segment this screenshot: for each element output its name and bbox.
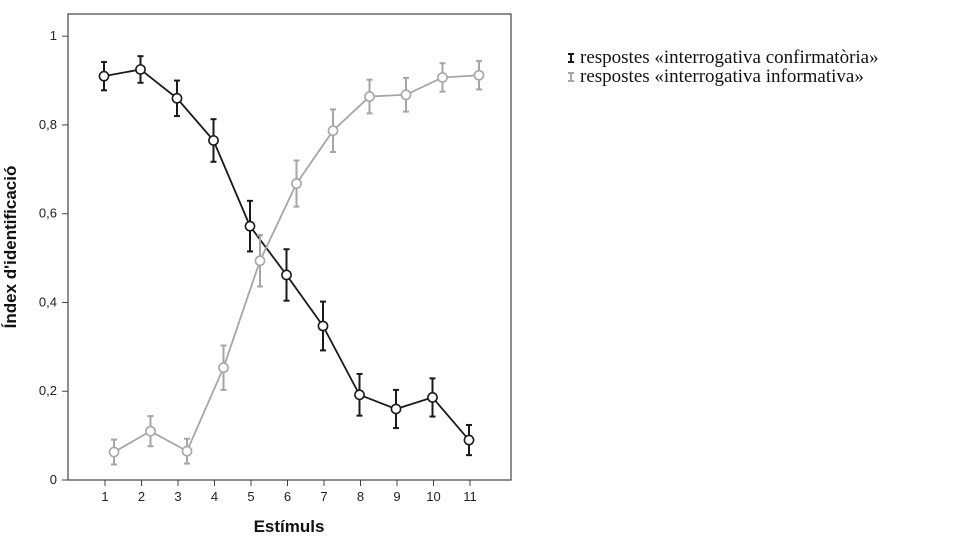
series-0-point-2	[171, 92, 183, 104]
y-tick-label-0: 0	[50, 472, 57, 487]
series-0-point-5	[281, 269, 292, 281]
x-tick-label-2: 3	[174, 489, 181, 504]
x-tick-label-9: 10	[426, 489, 440, 504]
y-tick-label-5: 1	[50, 28, 57, 43]
legend-label-confirmatoria: respostes «interrogativa confirmatòria»	[580, 47, 879, 68]
x-tick-label-8: 9	[393, 489, 400, 504]
y-tick-label-4: 0,8	[39, 117, 57, 132]
x-tick-label-4: 5	[247, 489, 254, 504]
y-tick-label-1: 0,2	[39, 383, 57, 398]
axes-layer: 00,20,40,60,811 2 3 4 5 6 7 8 9 10 11	[39, 28, 477, 504]
series-layer	[98, 55, 485, 466]
x-axis-title: Estímuls	[254, 517, 325, 536]
series-1-point-10	[473, 69, 485, 81]
y-tick-label-2: 0,4	[39, 294, 57, 309]
series-1-point-8	[400, 89, 412, 101]
y-axis-title: Índex d'identificació	[1, 166, 20, 329]
series-0	[98, 55, 475, 457]
series-1-point-2	[181, 445, 193, 457]
plot-area	[67, 13, 512, 481]
series-1-point-1	[145, 425, 156, 437]
series-1	[108, 60, 485, 466]
legend: respostes «interrogativa confirmatòria» …	[568, 47, 879, 87]
x-tick-label-3: 4	[211, 489, 218, 504]
series-1-point-0	[108, 446, 120, 458]
legend-label-informativa: respostes «interrogativa informativa»	[580, 66, 864, 87]
series-0-point-1	[135, 64, 146, 75]
series-1-point-4	[254, 255, 266, 267]
legend-item-informativa: respostes «interrogativa informativa»	[568, 66, 864, 87]
series-0-point-10	[463, 434, 475, 446]
series-0-point-4	[244, 220, 256, 232]
series-1-point-3	[218, 362, 229, 374]
series-1-point-9	[437, 72, 448, 83]
x-tick-label-1: 2	[138, 489, 145, 504]
series-0-point-6	[317, 320, 329, 332]
series-0-point-0	[98, 70, 110, 82]
x-tick-label-10: 11	[463, 489, 477, 504]
series-1-point-7	[364, 91, 375, 102]
legend-item-confirmatoria: respostes «interrogativa confirmatòria»	[568, 47, 879, 68]
series-0-point-8	[390, 403, 402, 415]
x-tick-label-0: 1	[101, 489, 108, 504]
y-tick-label-3: 0,6	[39, 206, 57, 221]
series-0-point-7	[354, 389, 365, 401]
series-1-point-5	[291, 178, 302, 189]
series-0-point-3	[208, 135, 219, 146]
x-tick-label-6: 7	[320, 489, 327, 504]
series-0-point-9	[427, 392, 438, 403]
series-1-point-6	[327, 125, 339, 137]
x-tick-label-5: 6	[284, 489, 291, 504]
x-tick-label-7: 8	[357, 489, 364, 504]
